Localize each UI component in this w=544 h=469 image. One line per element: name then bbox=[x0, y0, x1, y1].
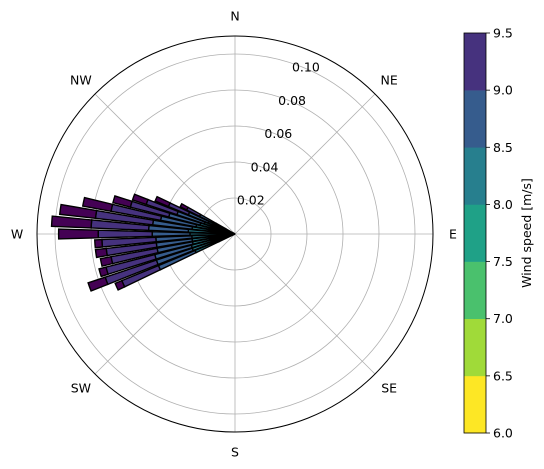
bar-segment bbox=[87, 276, 109, 292]
bar-segment bbox=[99, 255, 114, 268]
grid-spoke-NW bbox=[94, 93, 236, 235]
colorbar-block bbox=[464, 204, 486, 262]
direction-label-SE: SE bbox=[381, 381, 397, 396]
bar-segment bbox=[112, 195, 133, 208]
colorbar-label: Wind speed [m/s] bbox=[519, 178, 534, 288]
bar-segment bbox=[131, 193, 149, 206]
colorbar-tick-label: 8.0 bbox=[493, 197, 513, 212]
colorbar-tick-label: 7.0 bbox=[493, 311, 513, 326]
polar-axes: 0.02 0.04 0.06 0.08 0.10 N NE E SE S SW W NW bbox=[11, 9, 457, 460]
sector-258 bbox=[99, 233, 236, 268]
polar-frame bbox=[36, 35, 434, 433]
sector-266 bbox=[93, 233, 236, 249]
colorbar-outline bbox=[463, 32, 487, 434]
colorbar-block bbox=[464, 318, 486, 377]
sector-250 bbox=[87, 233, 236, 292]
radial-tick-label: 0.04 bbox=[251, 159, 279, 174]
bar-segment bbox=[97, 229, 153, 239]
bar-segment bbox=[50, 215, 93, 229]
bar-segment bbox=[98, 266, 109, 278]
direction-label-N: N bbox=[230, 9, 239, 24]
bar-segment bbox=[94, 247, 109, 259]
colorbar-block bbox=[464, 147, 486, 205]
bar-segment bbox=[57, 228, 99, 240]
colorbar-tick-label: 6.5 bbox=[493, 368, 513, 383]
grid-spoke-NE bbox=[234, 93, 376, 235]
colorbar-block bbox=[464, 261, 486, 320]
bar-segment bbox=[154, 195, 172, 208]
sector-274 bbox=[50, 215, 236, 235]
radial-tick-label: 0.06 bbox=[264, 126, 292, 141]
sector-246 bbox=[114, 233, 236, 291]
direction-labels: N NE E SE S SW W NW bbox=[11, 9, 457, 460]
sector-282 bbox=[81, 196, 236, 235]
bar-segment bbox=[93, 238, 104, 249]
radial-tick-label: 0.08 bbox=[278, 93, 306, 108]
colorbar-tick-label: 7.5 bbox=[493, 254, 513, 269]
colorbar-blocks bbox=[464, 33, 486, 434]
sector-298 bbox=[179, 202, 236, 235]
grid-spoke-SE bbox=[234, 233, 376, 375]
direction-label-W: W bbox=[11, 227, 23, 242]
colorbar: 6.0 6.5 7.0 7.5 8.0 8.5 9.0 9.5 Wind speed [m/s… bbox=[463, 26, 534, 441]
colorbar-block bbox=[464, 90, 486, 148]
radial-tick-label: 0.10 bbox=[292, 60, 320, 75]
wind-rose-bars bbox=[50, 193, 236, 292]
grid-spoke-SW bbox=[94, 233, 236, 375]
direction-label-E: E bbox=[449, 227, 457, 242]
colorbar-tick-label: 9.0 bbox=[493, 83, 513, 98]
bar-segment bbox=[114, 279, 126, 291]
radial-tick-label: 0.02 bbox=[237, 193, 265, 208]
colorbar-tick-label: 6.0 bbox=[493, 426, 513, 441]
colorbar-tick-label: 9.5 bbox=[493, 26, 513, 41]
colorbar-block bbox=[464, 33, 486, 91]
direction-label-NE: NE bbox=[381, 72, 398, 87]
direction-label-NW: NW bbox=[70, 72, 92, 87]
colorbar-block bbox=[464, 375, 486, 434]
direction-label-S: S bbox=[231, 445, 239, 460]
direction-label-SW: SW bbox=[71, 381, 91, 396]
colorbar-tick-label: 8.5 bbox=[493, 140, 513, 155]
radial-tick-labels: 0.02 0.04 0.06 0.08 0.10 bbox=[237, 60, 320, 208]
sector-290 bbox=[131, 193, 236, 235]
bar-segment bbox=[81, 196, 114, 213]
bar-segment bbox=[58, 203, 98, 220]
bar-segment bbox=[179, 202, 190, 211]
colorbar-ticks: 6.0 6.5 7.0 7.5 8.0 8.5 9.0 9.5 bbox=[486, 26, 513, 441]
